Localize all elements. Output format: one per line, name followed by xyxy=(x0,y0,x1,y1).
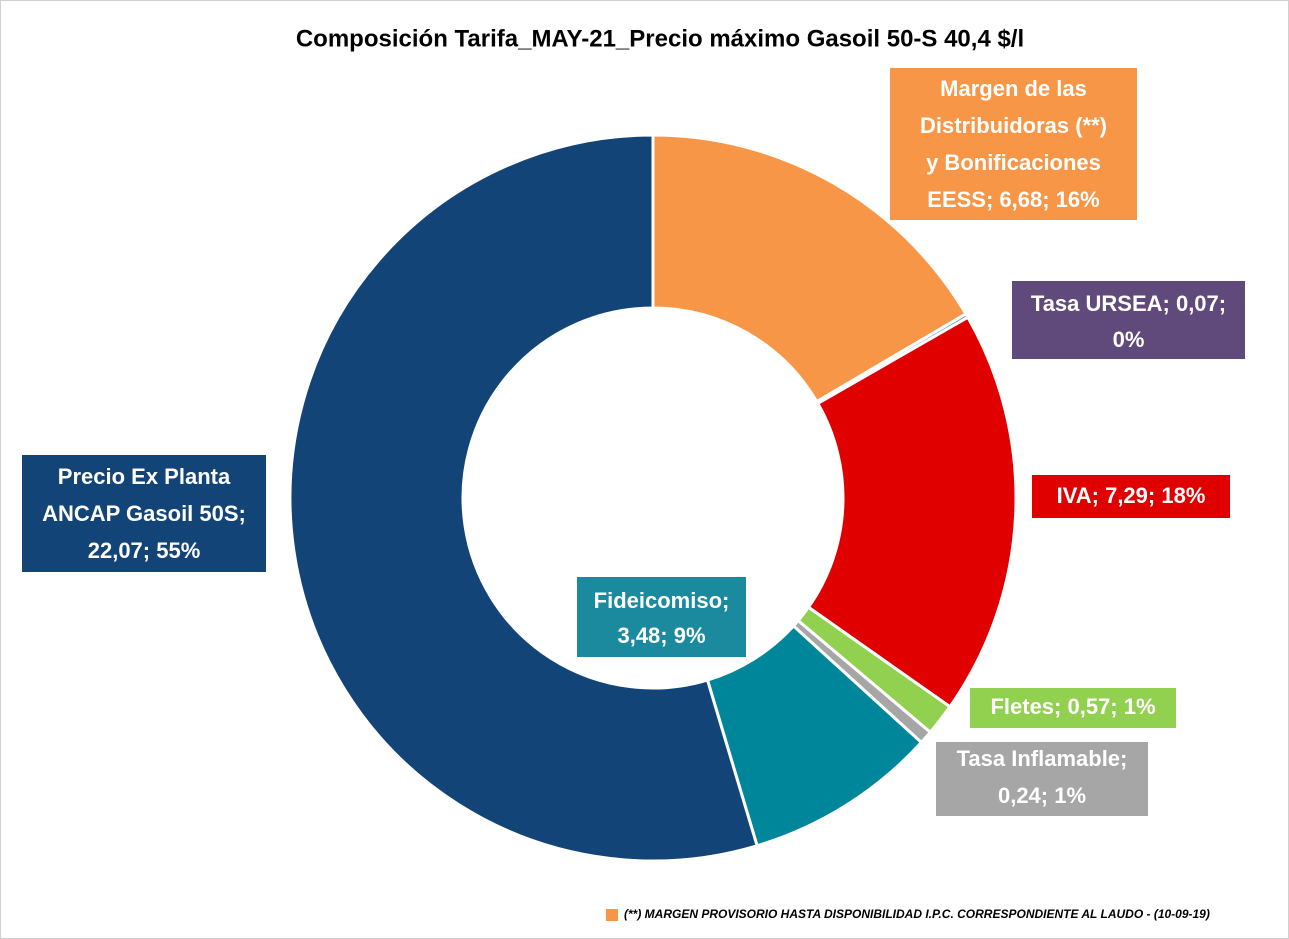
data-label: Fletes; 0,57; 1% xyxy=(990,694,1155,719)
data-label: Fideicomiso; xyxy=(594,588,730,613)
data-label-box xyxy=(970,688,1176,728)
data-label: Margen de las xyxy=(940,76,1087,101)
data-label-box xyxy=(936,742,1148,816)
data-label: 0,24; 1% xyxy=(998,783,1086,808)
data-label: IVA; 7,29; 18% xyxy=(1057,483,1206,508)
data-label: Tasa Inflamable; xyxy=(957,746,1128,771)
footnote: (**) MARGEN PROVISORIO HASTA DISPONIBILI… xyxy=(624,907,1210,921)
data-label: 3,48; 9% xyxy=(617,623,705,648)
donut-slice xyxy=(288,133,759,863)
data-label: y Bonificaciones xyxy=(926,150,1101,175)
data-label-box xyxy=(22,455,266,572)
data-label: Precio Ex Planta xyxy=(58,464,231,489)
footnote-swatch xyxy=(606,909,618,921)
data-label: Distribuidoras (**) xyxy=(920,113,1107,138)
data-label-box xyxy=(1032,475,1230,518)
data-label: ANCAP Gasoil 50S; xyxy=(42,501,246,526)
chart-title: Composición Tarifa_MAY-21_Precio máximo … xyxy=(296,25,1024,52)
data-label: 0% xyxy=(1113,327,1145,352)
data-label-box xyxy=(1012,281,1245,359)
donut-slice xyxy=(806,315,1018,709)
data-label-box xyxy=(890,68,1137,220)
data-label: 22,07; 55% xyxy=(88,538,201,563)
data-label: Tasa URSEA; 0,07; xyxy=(1031,291,1226,316)
donut-slice xyxy=(651,133,968,404)
data-label: EESS; 6,68; 16% xyxy=(927,187,1099,212)
data-label-box xyxy=(577,577,746,657)
